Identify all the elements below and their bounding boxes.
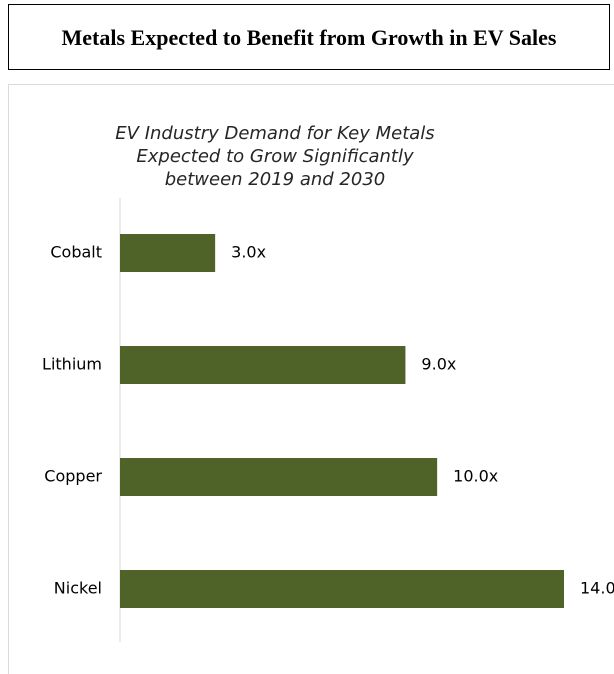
chart-frame <box>8 84 614 674</box>
value-label-cobalt: 3.0x <box>231 243 266 262</box>
chart-title: EV Industry Demand for Key Metals Expect… <box>115 123 435 190</box>
value-label-lithium: 9.0x <box>421 355 456 374</box>
category-label-lithium: Lithium <box>42 355 102 374</box>
value-label-copper: 10.0x <box>453 467 498 486</box>
bar-cobalt <box>120 234 216 272</box>
bar-nickel <box>120 570 564 608</box>
header-box: Metals Expected to Benefit from Growth i… <box>8 4 610 70</box>
bar-copper <box>120 458 438 496</box>
category-label-copper: Copper <box>44 467 102 486</box>
category-label-nickel: Nickel <box>54 579 102 598</box>
category-label-cobalt: Cobalt <box>50 243 102 262</box>
header-title: Metals Expected to Benefit from Growth i… <box>61 24 557 50</box>
bar-lithium <box>120 346 406 384</box>
value-label-nickel: 14.0x <box>580 579 614 598</box>
